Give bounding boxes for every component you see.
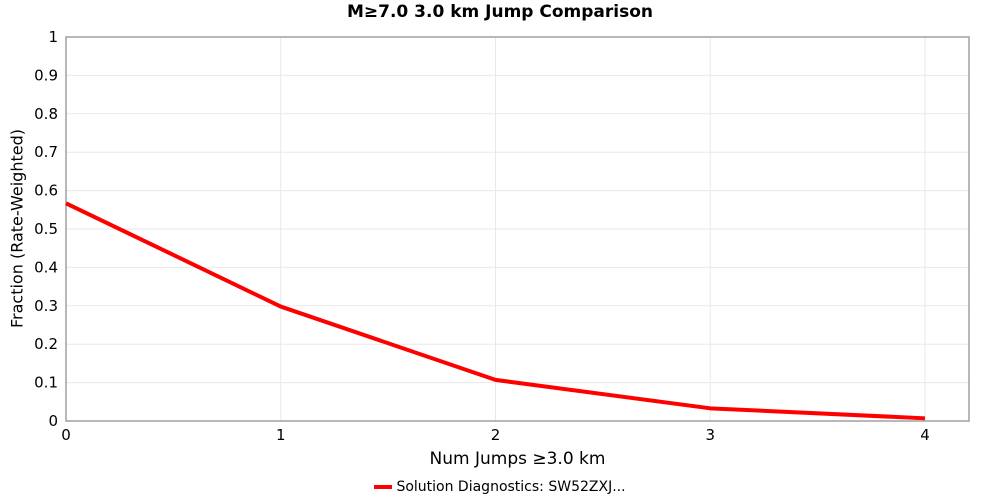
y-tick-label: 0.5 xyxy=(34,220,58,238)
y-tick-label: 0.1 xyxy=(34,374,58,392)
x-tick-label: 0 xyxy=(61,426,71,444)
legend: Solution Diagnostics: SW52ZXJ... xyxy=(0,479,1000,495)
y-axis-title: Fraction (Rate-Weighted) xyxy=(7,129,27,329)
y-tick-label: 0.3 xyxy=(34,297,58,315)
y-tick-label: 0.7 xyxy=(34,143,58,161)
series-line xyxy=(65,201,926,421)
chart-title: M≥7.0 3.0 km Jump Comparison xyxy=(346,2,654,22)
x-tick-label: 1 xyxy=(276,426,286,444)
legend-item[interactable]: Solution Diagnostics: SW52ZXJ... xyxy=(374,479,626,495)
legend-label: Solution Diagnostics: SW52ZXJ... xyxy=(396,479,626,495)
y-tick-label: 0.4 xyxy=(34,258,58,276)
y-tick-label: 0.8 xyxy=(34,105,58,123)
x-tick-label: 2 xyxy=(491,426,501,444)
x-tick-label: 4 xyxy=(920,426,930,444)
y-tick-label: 0 xyxy=(48,412,58,430)
y-tick-label: 1 xyxy=(48,28,58,46)
x-axis-title: Num Jumps ≥3.0 km xyxy=(429,449,606,469)
plot-border xyxy=(65,36,970,422)
legend-line-marker xyxy=(374,485,393,489)
x-tick-label: 3 xyxy=(705,426,715,444)
y-tick-label: 0.2 xyxy=(34,335,58,353)
y-tick-label: 0.9 xyxy=(34,66,58,84)
y-tick-label: 0.6 xyxy=(34,182,58,200)
